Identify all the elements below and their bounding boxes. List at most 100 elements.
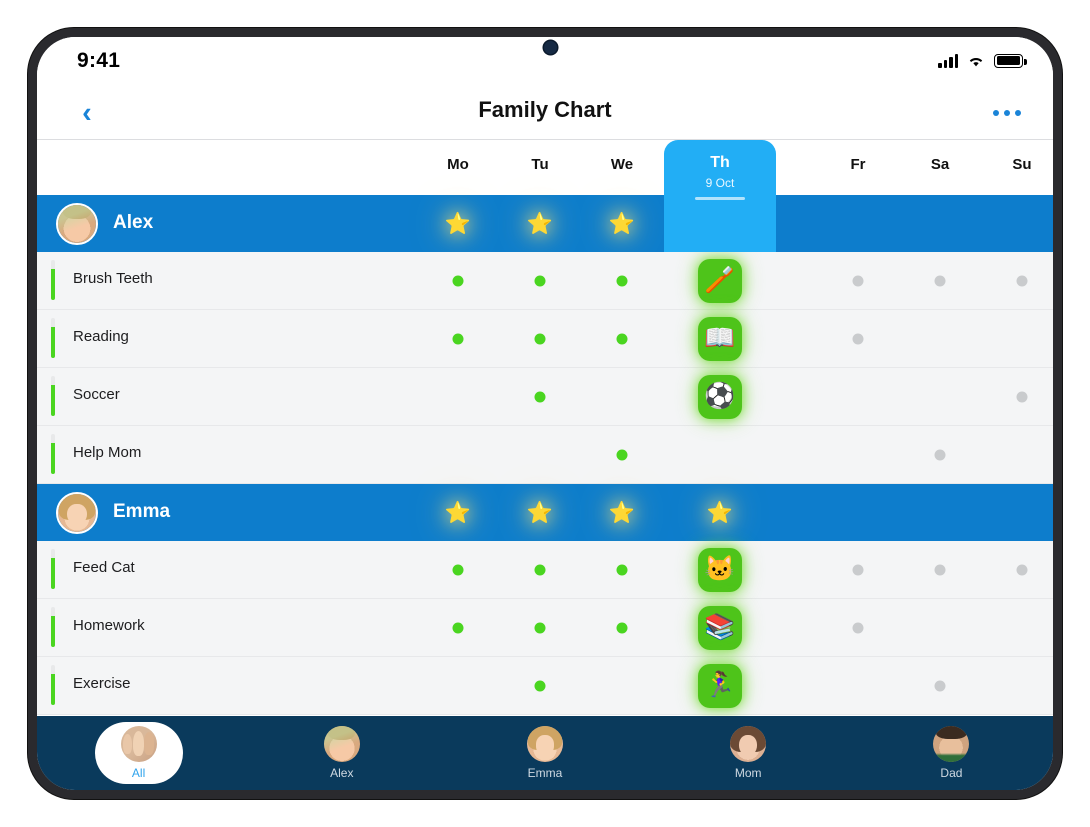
nav-item-alex[interactable]: Alex (240, 716, 443, 790)
completed-dot-icon (616, 622, 628, 633)
pending-dot-icon (852, 564, 864, 575)
task-row[interactable]: Help Mom (37, 426, 1053, 484)
day-header-sa[interactable]: Sa (930, 156, 950, 173)
task-cell-sa[interactable] (910, 252, 970, 309)
completed-dot-icon (534, 622, 546, 633)
avatar (56, 203, 98, 245)
nav-item-all[interactable]: All (37, 716, 240, 790)
avatar-alex (323, 726, 360, 762)
task-cell-th[interactable]: ⚽ (690, 368, 750, 425)
camera-icon (544, 41, 557, 54)
task-progress-bar (51, 607, 55, 647)
task-progress-bar (51, 376, 55, 416)
avatar-emma (527, 726, 563, 762)
completed-dot-icon (452, 622, 464, 633)
member-star-we: ⭐ (592, 484, 652, 541)
task-cell-tu[interactable] (510, 368, 570, 425)
task-cell-tu[interactable] (510, 541, 570, 598)
avatar (933, 726, 970, 762)
wifi-icon (969, 57, 983, 66)
task-cell-th[interactable]: 🐱 (690, 541, 750, 598)
back-button[interactable]: ‹ (82, 97, 92, 129)
task-cell-we[interactable] (592, 310, 652, 367)
nav-item-label: All (131, 766, 146, 780)
device-screen: 9:41 ‹ Family Chart Th 9 Oct (37, 37, 1053, 790)
avatar (56, 492, 98, 534)
task-row[interactable]: Exercise 🏃‍♀️ (37, 657, 1053, 715)
avatar-dad (933, 726, 970, 762)
task-cell-mo[interactable] (428, 252, 488, 309)
task-cell-fr[interactable] (828, 310, 888, 367)
nav-item-mom[interactable]: Mom (647, 716, 850, 790)
completed-dot-icon (452, 333, 464, 344)
day-header-mo[interactable]: Mo (447, 156, 469, 173)
task-cell-mo[interactable] (428, 599, 488, 656)
task-cell-th[interactable]: 🏃‍♀️ (690, 657, 750, 714)
task-label: Homework (73, 617, 145, 634)
open-book-icon[interactable]: 📖 (698, 316, 742, 361)
task-cell-sa[interactable] (910, 657, 970, 714)
task-cell-we[interactable] (592, 252, 652, 309)
today-column-header[interactable]: Th 9 Oct (664, 140, 776, 252)
member-row-alex[interactable]: Alex⭐⭐⭐⭐ (37, 195, 1053, 252)
stack-of-books-icon[interactable]: 📚 (698, 605, 742, 650)
task-cell-tu[interactable] (510, 599, 570, 656)
avatar-emma (58, 494, 96, 532)
pending-dot-icon (934, 449, 946, 460)
task-cell-fr[interactable] (828, 252, 888, 309)
soccer-ball-icon[interactable]: ⚽ (698, 374, 742, 419)
task-cell-we[interactable] (592, 599, 652, 656)
nav-item-emma[interactable]: Emma (443, 716, 646, 790)
task-label: Exercise (73, 675, 131, 692)
member-star-th: ⭐ (690, 484, 750, 541)
more-options-button[interactable] (983, 97, 1031, 129)
task-cell-fr[interactable] (828, 599, 888, 656)
task-cell-th[interactable]: 📚 (690, 599, 750, 656)
day-header-fr[interactable]: Fr (850, 156, 866, 173)
running-woman-icon[interactable]: 🏃‍♀️ (698, 663, 742, 708)
task-cell-tu[interactable] (510, 252, 570, 309)
day-header-we[interactable]: We (610, 156, 634, 173)
member-row-emma[interactable]: Emma ⭐ ⭐ ⭐ ⭐ (37, 484, 1053, 541)
member-star-mo: ⭐ (428, 484, 488, 541)
cat-face-icon[interactable]: 🐱 (698, 547, 742, 592)
status-icons (938, 53, 1027, 68)
task-cell-tu[interactable] (510, 657, 570, 714)
completed-dot-icon (616, 449, 628, 460)
task-cell-su[interactable] (992, 541, 1052, 598)
task-row[interactable]: Soccer ⚽ (37, 368, 1053, 426)
task-cell-tu[interactable] (510, 310, 570, 367)
day-header-tu[interactable]: Tu (531, 156, 549, 173)
avatar-family (120, 726, 157, 762)
task-cell-su[interactable] (992, 252, 1052, 309)
task-row[interactable]: Homework 📚 (37, 599, 1053, 657)
pending-dot-icon (1016, 275, 1028, 286)
task-cell-mo[interactable] (428, 541, 488, 598)
nav-item-dad[interactable]: Dad (850, 716, 1053, 790)
task-cell-su[interactable] (992, 368, 1052, 425)
task-cell-th[interactable]: 🪥 (690, 252, 750, 309)
task-cell-we[interactable] (592, 541, 652, 598)
task-cell-fr[interactable] (828, 541, 888, 598)
status-time: 9:41 (77, 49, 121, 72)
completed-dot-icon (534, 680, 546, 691)
task-progress-bar (51, 434, 55, 474)
task-row[interactable]: Feed Cat 🐱 (37, 541, 1053, 599)
task-cell-sa[interactable] (910, 426, 970, 483)
pending-dot-icon (934, 564, 946, 575)
task-cell-mo[interactable] (428, 310, 488, 367)
member-star-tu: ⭐ (510, 195, 570, 252)
task-row[interactable]: Brush Teeth 🪥 (37, 252, 1053, 310)
toothbrush-icon[interactable]: 🪥 (698, 258, 742, 303)
task-row[interactable]: Reading 📖 (37, 310, 1053, 368)
task-cell-sa[interactable] (910, 541, 970, 598)
completed-dot-icon (452, 564, 464, 575)
task-progress-bar (51, 665, 55, 705)
avatar-alex (58, 205, 96, 243)
nav-item-label: Dad (940, 766, 963, 780)
avatar (730, 726, 767, 762)
day-header-su[interactable]: Su (1012, 156, 1032, 173)
task-cell-we[interactable] (592, 426, 652, 483)
task-cell-th[interactable]: 📖 (690, 310, 750, 367)
star-icon: ⭐ (526, 212, 554, 235)
